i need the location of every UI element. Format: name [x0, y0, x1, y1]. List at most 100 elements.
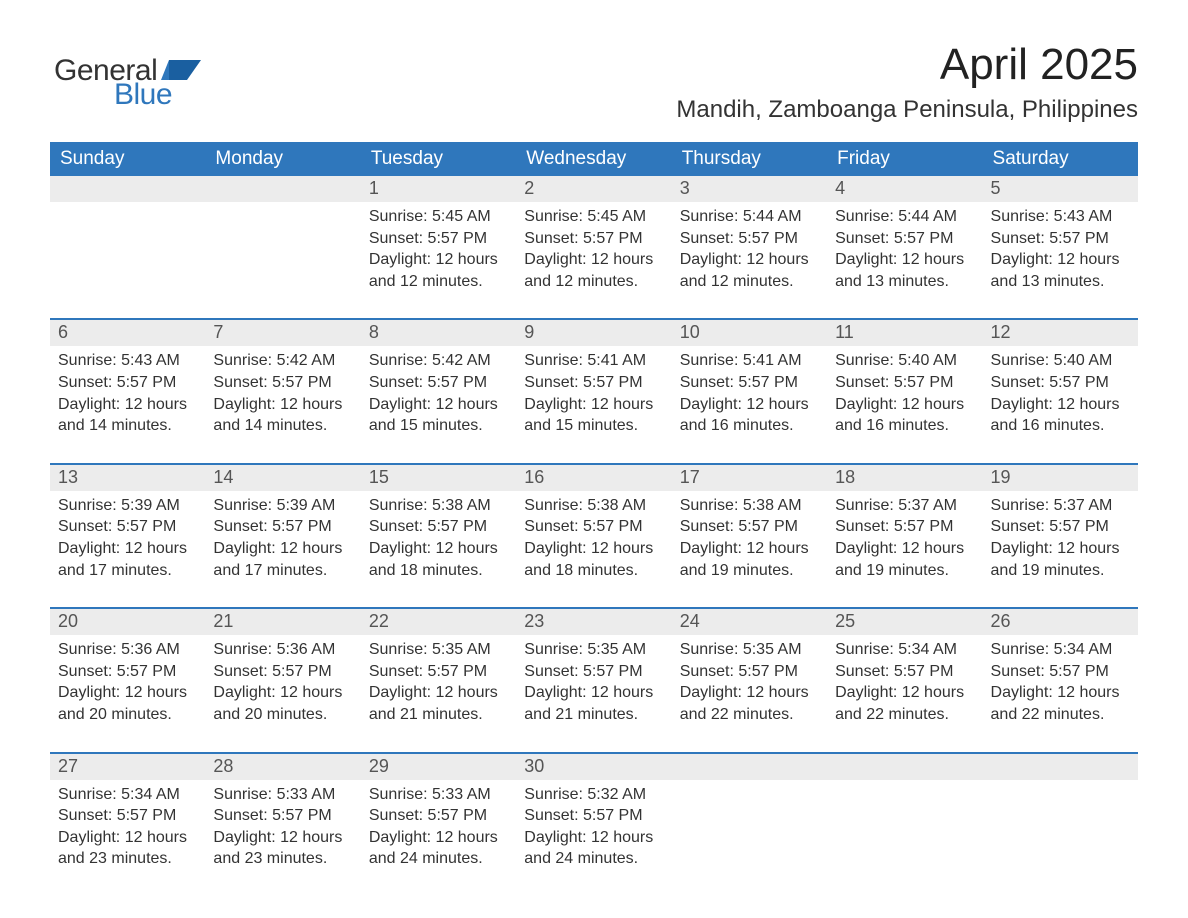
col-thursday: Thursday [672, 142, 827, 176]
brand-logo: General Blue [54, 54, 201, 112]
calendar-cell: 12Sunrise: 5:40 AMSunset: 5:57 PMDayligh… [983, 319, 1138, 463]
daylight-text: Daylight: 12 hours and 12 minutes. [524, 249, 663, 292]
calendar-week: 1Sunrise: 5:45 AMSunset: 5:57 PMDaylight… [50, 176, 1138, 319]
sunrise-text: Sunrise: 5:35 AM [680, 639, 819, 661]
day-number: 19 [983, 465, 1138, 491]
calendar-cell: 27Sunrise: 5:34 AMSunset: 5:57 PMDayligh… [50, 753, 205, 896]
day-number: 13 [50, 465, 205, 491]
calendar-header-row: Sunday Monday Tuesday Wednesday Thursday… [50, 142, 1138, 176]
daylight-text: Daylight: 12 hours and 13 minutes. [835, 249, 974, 292]
sunset-text: Sunset: 5:57 PM [524, 805, 663, 827]
day-number: 22 [361, 609, 516, 635]
daylight-text: Daylight: 12 hours and 19 minutes. [991, 538, 1130, 581]
calendar-cell: 14Sunrise: 5:39 AMSunset: 5:57 PMDayligh… [205, 464, 360, 608]
sunrise-text: Sunrise: 5:32 AM [524, 784, 663, 806]
sunset-text: Sunset: 5:57 PM [524, 516, 663, 538]
daylight-text: Daylight: 12 hours and 22 minutes. [680, 682, 819, 725]
calendar-table: Sunday Monday Tuesday Wednesday Thursday… [50, 142, 1138, 896]
day-number: 3 [672, 176, 827, 202]
day-number [50, 176, 205, 202]
day-data: Sunrise: 5:38 AMSunset: 5:57 PMDaylight:… [361, 491, 516, 607]
sunrise-text: Sunrise: 5:45 AM [524, 206, 663, 228]
daylight-text: Daylight: 12 hours and 22 minutes. [991, 682, 1130, 725]
day-data: Sunrise: 5:39 AMSunset: 5:57 PMDaylight:… [50, 491, 205, 607]
day-data [205, 202, 360, 232]
calendar-cell: 3Sunrise: 5:44 AMSunset: 5:57 PMDaylight… [672, 176, 827, 319]
sunset-text: Sunset: 5:57 PM [991, 516, 1130, 538]
sunset-text: Sunset: 5:57 PM [213, 372, 352, 394]
sunrise-text: Sunrise: 5:39 AM [58, 495, 197, 517]
daylight-text: Daylight: 12 hours and 12 minutes. [680, 249, 819, 292]
daylight-text: Daylight: 12 hours and 17 minutes. [213, 538, 352, 581]
calendar-cell: 6Sunrise: 5:43 AMSunset: 5:57 PMDaylight… [50, 319, 205, 463]
col-friday: Friday [827, 142, 982, 176]
calendar-cell: 13Sunrise: 5:39 AMSunset: 5:57 PMDayligh… [50, 464, 205, 608]
day-number: 23 [516, 609, 671, 635]
sunrise-text: Sunrise: 5:33 AM [369, 784, 508, 806]
day-number: 15 [361, 465, 516, 491]
sunset-text: Sunset: 5:57 PM [58, 805, 197, 827]
day-data: Sunrise: 5:38 AMSunset: 5:57 PMDaylight:… [516, 491, 671, 607]
calendar-cell: 18Sunrise: 5:37 AMSunset: 5:57 PMDayligh… [827, 464, 982, 608]
day-number: 8 [361, 320, 516, 346]
day-data [827, 780, 982, 810]
calendar-cell [205, 176, 360, 319]
day-data: Sunrise: 5:32 AMSunset: 5:57 PMDaylight:… [516, 780, 671, 896]
sunset-text: Sunset: 5:57 PM [835, 372, 974, 394]
sunrise-text: Sunrise: 5:43 AM [991, 206, 1130, 228]
sunrise-text: Sunrise: 5:37 AM [835, 495, 974, 517]
location-subtitle: Mandih, Zamboanga Peninsula, Philippines [676, 96, 1138, 124]
sunset-text: Sunset: 5:57 PM [213, 661, 352, 683]
sunset-text: Sunset: 5:57 PM [835, 661, 974, 683]
daylight-text: Daylight: 12 hours and 13 minutes. [991, 249, 1130, 292]
sunset-text: Sunset: 5:57 PM [369, 805, 508, 827]
sunrise-text: Sunrise: 5:35 AM [369, 639, 508, 661]
day-number: 16 [516, 465, 671, 491]
calendar-cell [983, 753, 1138, 896]
calendar-cell: 8Sunrise: 5:42 AMSunset: 5:57 PMDaylight… [361, 319, 516, 463]
sunset-text: Sunset: 5:57 PM [991, 661, 1130, 683]
sunrise-text: Sunrise: 5:42 AM [369, 350, 508, 372]
daylight-text: Daylight: 12 hours and 16 minutes. [991, 394, 1130, 437]
day-number: 1 [361, 176, 516, 202]
sunrise-text: Sunrise: 5:38 AM [369, 495, 508, 517]
calendar-cell: 17Sunrise: 5:38 AMSunset: 5:57 PMDayligh… [672, 464, 827, 608]
day-number: 20 [50, 609, 205, 635]
day-data [672, 780, 827, 810]
calendar-cell: 23Sunrise: 5:35 AMSunset: 5:57 PMDayligh… [516, 608, 671, 752]
day-data: Sunrise: 5:43 AMSunset: 5:57 PMDaylight:… [50, 346, 205, 462]
sunrise-text: Sunrise: 5:36 AM [58, 639, 197, 661]
day-number: 27 [50, 754, 205, 780]
day-data: Sunrise: 5:42 AMSunset: 5:57 PMDaylight:… [205, 346, 360, 462]
calendar-body: 1Sunrise: 5:45 AMSunset: 5:57 PMDaylight… [50, 176, 1138, 896]
sunset-text: Sunset: 5:57 PM [58, 516, 197, 538]
day-data: Sunrise: 5:36 AMSunset: 5:57 PMDaylight:… [205, 635, 360, 751]
day-data: Sunrise: 5:45 AMSunset: 5:57 PMDaylight:… [516, 202, 671, 318]
sunrise-text: Sunrise: 5:37 AM [991, 495, 1130, 517]
day-data: Sunrise: 5:41 AMSunset: 5:57 PMDaylight:… [672, 346, 827, 462]
calendar-cell: 26Sunrise: 5:34 AMSunset: 5:57 PMDayligh… [983, 608, 1138, 752]
day-number: 26 [983, 609, 1138, 635]
sunrise-text: Sunrise: 5:41 AM [524, 350, 663, 372]
calendar-cell: 4Sunrise: 5:44 AMSunset: 5:57 PMDaylight… [827, 176, 982, 319]
day-data: Sunrise: 5:41 AMSunset: 5:57 PMDaylight:… [516, 346, 671, 462]
day-data: Sunrise: 5:40 AMSunset: 5:57 PMDaylight:… [983, 346, 1138, 462]
daylight-text: Daylight: 12 hours and 14 minutes. [58, 394, 197, 437]
calendar-cell: 20Sunrise: 5:36 AMSunset: 5:57 PMDayligh… [50, 608, 205, 752]
day-data: Sunrise: 5:44 AMSunset: 5:57 PMDaylight:… [672, 202, 827, 318]
daylight-text: Daylight: 12 hours and 24 minutes. [524, 827, 663, 870]
sunset-text: Sunset: 5:57 PM [524, 661, 663, 683]
sunset-text: Sunset: 5:57 PM [991, 372, 1130, 394]
day-number: 4 [827, 176, 982, 202]
day-number: 28 [205, 754, 360, 780]
daylight-text: Daylight: 12 hours and 20 minutes. [213, 682, 352, 725]
daylight-text: Daylight: 12 hours and 15 minutes. [524, 394, 663, 437]
header: General Blue April 2025 Mandih, Zamboang… [50, 40, 1138, 136]
day-data [983, 780, 1138, 810]
day-number: 11 [827, 320, 982, 346]
calendar-cell: 1Sunrise: 5:45 AMSunset: 5:57 PMDaylight… [361, 176, 516, 319]
day-data: Sunrise: 5:33 AMSunset: 5:57 PMDaylight:… [361, 780, 516, 896]
col-tuesday: Tuesday [361, 142, 516, 176]
daylight-text: Daylight: 12 hours and 18 minutes. [524, 538, 663, 581]
calendar-week: 13Sunrise: 5:39 AMSunset: 5:57 PMDayligh… [50, 464, 1138, 608]
